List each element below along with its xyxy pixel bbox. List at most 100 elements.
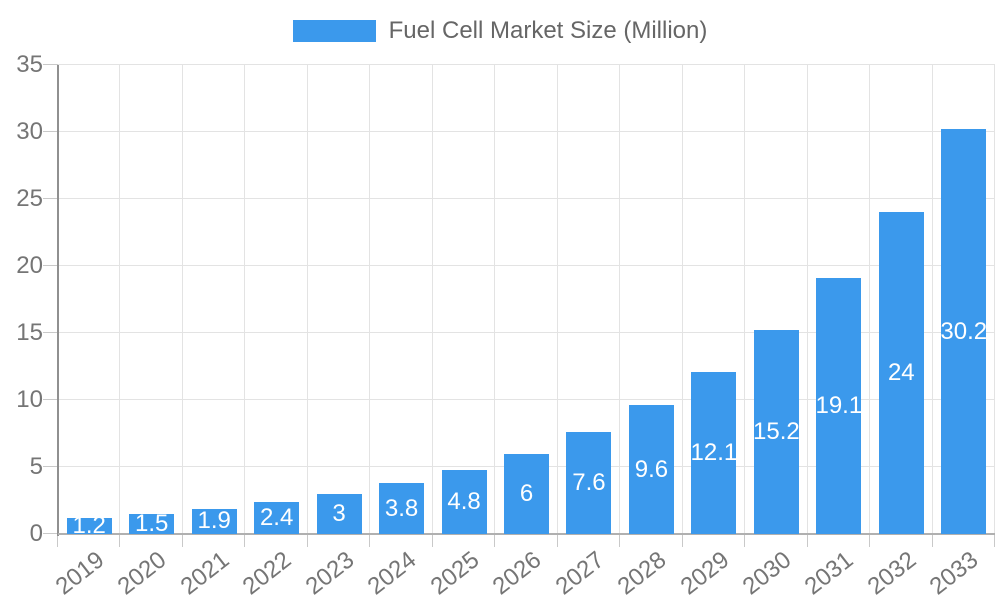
x-axis-line	[58, 533, 995, 535]
x-gridline	[431, 65, 433, 534]
x-tick-label-2025: 2025	[425, 546, 485, 600]
y-tick	[43, 131, 58, 132]
bar-2028[interactable]: 9.6	[628, 405, 674, 534]
bar-2033[interactable]: 30.2	[941, 129, 987, 534]
y-tick	[43, 64, 58, 65]
x-gridline	[619, 65, 621, 534]
legend-label: Fuel Cell Market Size (Million)	[388, 17, 708, 44]
y-tick	[43, 533, 58, 534]
bar-value-label: 3	[332, 499, 346, 527]
y-tick	[43, 332, 58, 333]
y-tick	[43, 399, 58, 400]
bar-value-label: 4.8	[447, 487, 481, 515]
y-gridline	[58, 131, 995, 132]
x-tick	[244, 534, 246, 547]
y-tick-label: 15	[16, 319, 43, 346]
y-tick	[43, 466, 58, 467]
x-tick-label-2032: 2032	[862, 546, 922, 600]
bar-2020[interactable]: 1.5	[129, 513, 175, 534]
x-gridline	[994, 65, 995, 534]
x-tick-label-2030: 2030	[737, 546, 797, 600]
x-tick	[181, 534, 183, 547]
legend-item[interactable]: Fuel Cell Market Size (Million)	[292, 17, 708, 45]
x-tick-label-2019: 2019	[50, 546, 110, 600]
y-tick-label: 0	[29, 520, 43, 547]
bar-2025[interactable]: 4.8	[441, 469, 487, 534]
y-tick-label: 25	[16, 185, 43, 212]
bar-value-label: 1.2	[72, 517, 106, 534]
x-tick	[57, 534, 58, 547]
y-tick-label: 5	[29, 453, 43, 480]
bar-2024[interactable]: 3.8	[379, 483, 425, 534]
x-tick	[306, 534, 308, 547]
x-tick-label-2029: 2029	[675, 546, 734, 600]
x-tick-label-2020: 2020	[113, 546, 172, 600]
bar-2027[interactable]: 7.6	[566, 432, 612, 534]
x-gridline	[181, 65, 183, 534]
y-gridline	[58, 64, 995, 65]
bar-2023[interactable]: 3	[316, 493, 362, 534]
x-tick	[119, 534, 121, 547]
x-tick-label-2024: 2024	[362, 546, 422, 600]
x-gridline	[931, 65, 933, 534]
x-gridline	[369, 65, 371, 534]
x-tick	[556, 534, 558, 547]
x-tick	[869, 534, 871, 547]
x-gridline	[119, 65, 121, 534]
bar-value-label: 15.2	[753, 418, 799, 446]
x-tick-label-2028: 2028	[612, 546, 672, 600]
bar-2019[interactable]: 1.2	[66, 517, 112, 534]
y-gridline	[58, 265, 995, 266]
x-tick-label-2033: 2033	[925, 546, 984, 600]
legend: Fuel Cell Market Size (Million)	[0, 16, 1000, 46]
y-tick-label: 35	[16, 51, 43, 78]
x-gridline	[681, 65, 683, 534]
y-tick	[43, 265, 58, 266]
x-tick	[994, 534, 995, 547]
y-tick-label: 10	[16, 386, 43, 413]
x-tick	[744, 534, 746, 547]
bar-value-label: 24	[887, 359, 915, 387]
x-gridline	[306, 65, 308, 534]
x-tick	[681, 534, 683, 547]
bar-2021[interactable]: 1.9	[191, 508, 237, 534]
y-gridline	[58, 399, 995, 400]
bar-value-label: 19.1	[816, 392, 862, 420]
bar-value-label: 1.5	[135, 513, 169, 534]
bar-2032[interactable]: 24	[878, 212, 924, 534]
bar-value-label: 6	[519, 479, 534, 507]
y-axis-line	[57, 65, 59, 536]
y-tick-label: 30	[16, 118, 43, 145]
x-tick-label-2021: 2021	[175, 546, 235, 600]
x-tick-label-2031: 2031	[800, 546, 859, 600]
bar-2031[interactable]: 19.1	[816, 278, 862, 534]
x-tick-label-2022: 2022	[237, 546, 297, 600]
y-tick	[43, 198, 58, 199]
bar-value-label: 30.2	[941, 317, 987, 345]
x-tick	[806, 534, 808, 547]
x-gridline	[244, 65, 246, 534]
x-gridline	[806, 65, 808, 534]
x-tick	[619, 534, 621, 547]
y-gridline	[58, 198, 995, 199]
x-gridline	[744, 65, 746, 534]
x-tick-label-2023: 2023	[300, 546, 360, 600]
bar-2030[interactable]: 15.2	[753, 330, 799, 534]
bar-value-label: 3.8	[384, 494, 419, 522]
bar-2022[interactable]: 2.4	[254, 501, 300, 534]
bar-value-label: 9.6	[634, 455, 669, 483]
x-gridline	[556, 65, 558, 534]
x-tick	[931, 534, 933, 547]
x-gridline	[494, 65, 496, 534]
bar-2026[interactable]: 6	[504, 453, 549, 534]
x-gridline	[869, 65, 871, 534]
bar-2029[interactable]: 12.1	[691, 371, 737, 534]
x-tick	[431, 534, 433, 547]
legend-swatch-icon	[292, 20, 376, 42]
bar-value-label: 12.1	[691, 438, 737, 466]
bar-value-label: 1.9	[197, 508, 231, 534]
bar-value-label: 7.6	[572, 469, 606, 497]
x-tick-label-2027: 2027	[550, 546, 609, 600]
x-tick-label-2026: 2026	[487, 546, 547, 600]
